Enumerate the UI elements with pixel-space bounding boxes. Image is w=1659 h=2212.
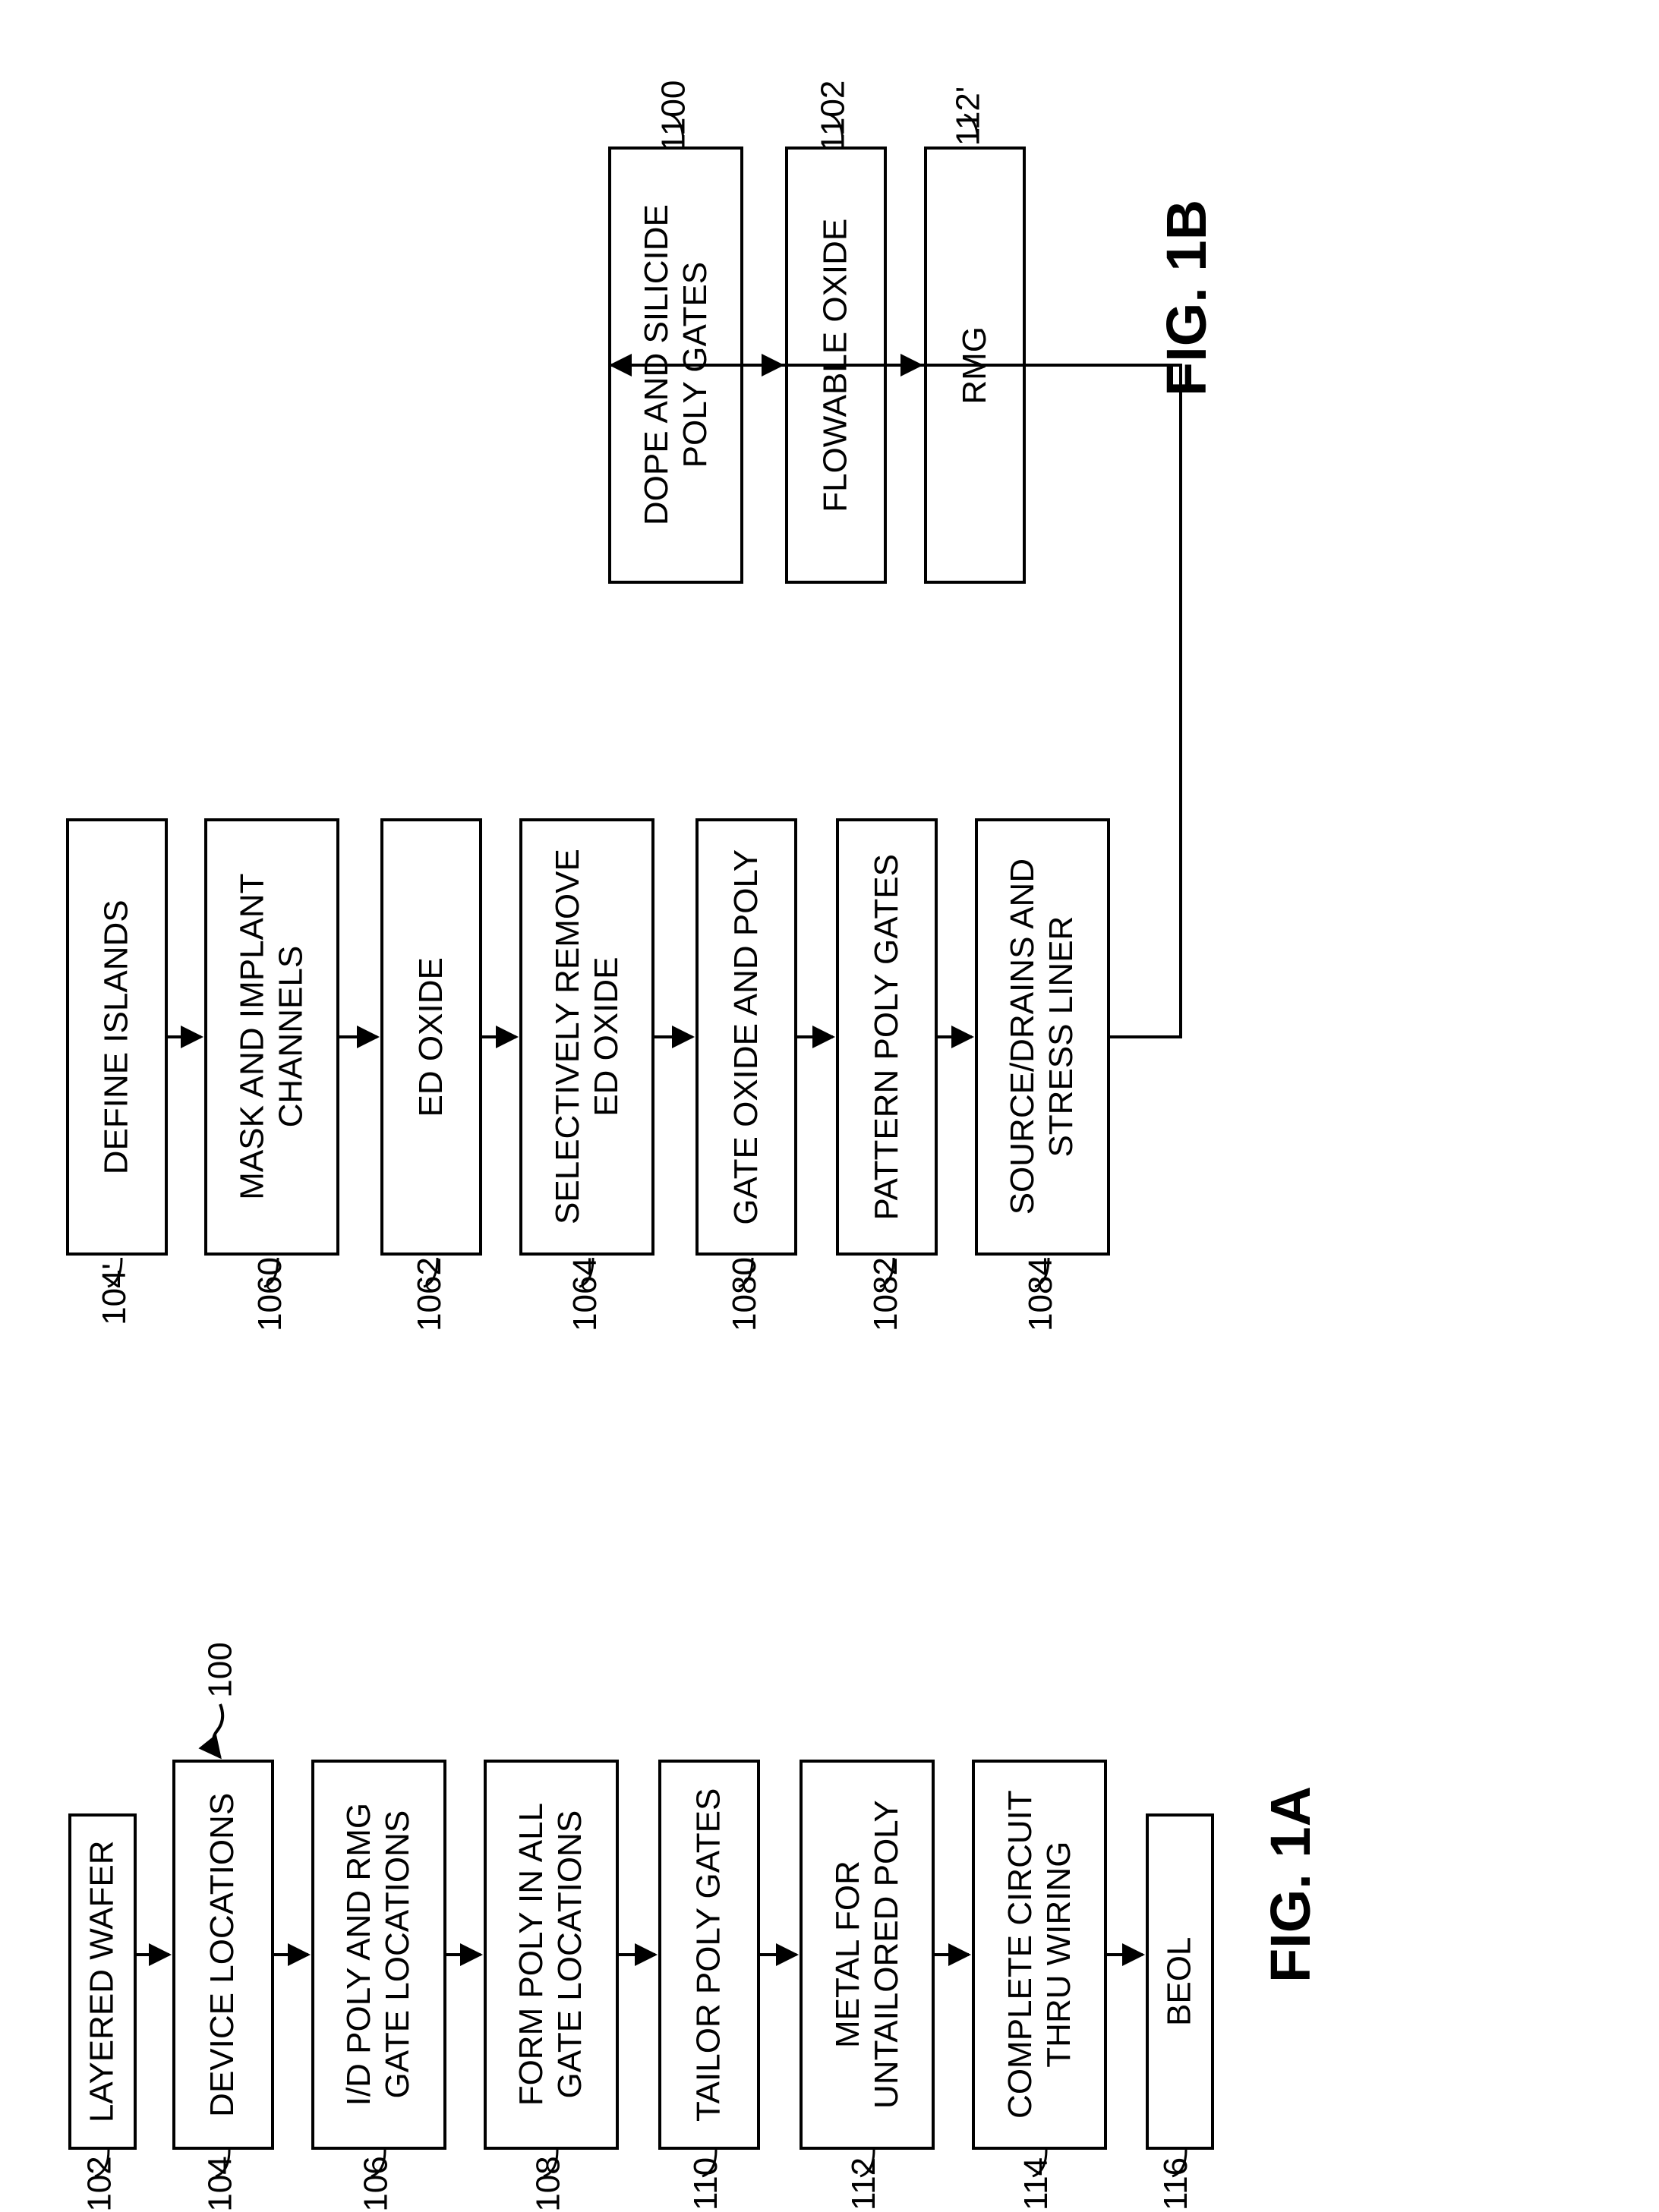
box-102: LAYERED WAFER bbox=[68, 1813, 137, 2150]
ref-106: 106 bbox=[358, 2156, 396, 2211]
box-102-text: LAYERED WAFER bbox=[84, 1841, 122, 2123]
box-108-text: FORM POLY IN ALL GATE LOCATIONS bbox=[513, 1803, 589, 2106]
ref-112p: 112' bbox=[949, 87, 987, 147]
box-1062-text: ED OXIDE bbox=[412, 957, 451, 1117]
ref-1060: 1060 bbox=[251, 1257, 289, 1331]
box-1080-text: GATE OXIDE AND POLY bbox=[727, 849, 766, 1225]
box-106: I/D POLY AND RMG GATE LOCATIONS bbox=[311, 1760, 446, 2150]
ref-1082: 1082 bbox=[867, 1257, 905, 1331]
ref-104: 104 bbox=[202, 2156, 240, 2211]
box-1062: ED OXIDE bbox=[380, 818, 482, 1256]
box-112: METAL FOR UNTAILORED POLY bbox=[800, 1760, 935, 2150]
ref-1080: 1080 bbox=[726, 1257, 764, 1331]
ref-100: 100 bbox=[202, 1642, 240, 1697]
box-104: DEVICE LOCATIONS bbox=[172, 1760, 274, 2150]
ref-114: 114 bbox=[1017, 2157, 1055, 2210]
ref-1102: 1102 bbox=[814, 80, 852, 153]
box-114: COMPLETE CIRCUIT THRU WIRING bbox=[972, 1760, 1107, 2150]
ref-1084: 1084 bbox=[1022, 1257, 1060, 1331]
ref-108: 108 bbox=[530, 2156, 568, 2211]
box-1082: PATTERN POLY GATES bbox=[836, 818, 938, 1256]
box-1100-text: DOPE AND SILICIDE POLY GATES bbox=[637, 204, 714, 525]
box-1084: SOURCE/DRAINS AND STRESS LINER bbox=[975, 818, 1110, 1256]
box-116-text: BEOL bbox=[1161, 1937, 1200, 2026]
box-1102-text: FLOWABLE OXIDE bbox=[817, 218, 856, 512]
box-112p-text: RMG bbox=[956, 326, 995, 405]
box-114-text: COMPLETE CIRCUIT THRU WIRING bbox=[1001, 1791, 1077, 2119]
box-106-text: I/D POLY AND RMG GATE LOCATIONS bbox=[340, 1803, 417, 2106]
box-104p: DEFINE ISLANDS bbox=[66, 818, 168, 1256]
ref-110: 110 bbox=[687, 2157, 725, 2210]
box-112-text: METAL FOR UNTAILORED POLY bbox=[828, 1801, 905, 2110]
ref-112: 112 bbox=[845, 2157, 883, 2210]
box-1064: SELECTIVELY REMOVE ED OXIDE bbox=[519, 818, 654, 1256]
box-1102: FLOWABLE OXIDE bbox=[785, 147, 887, 584]
ref-104p: 104' bbox=[96, 1263, 134, 1325]
box-1064-text: SELECTIVELY REMOVE ED OXIDE bbox=[548, 849, 625, 1225]
box-1060: MASK AND IMPLANT CHANNELS bbox=[204, 818, 339, 1256]
ref-1100: 1100 bbox=[654, 80, 692, 153]
ref-1062: 1062 bbox=[411, 1257, 449, 1331]
box-112p: RMG bbox=[924, 147, 1026, 584]
box-110: TAILOR POLY GATES bbox=[658, 1760, 760, 2150]
box-1060-text: MASK AND IMPLANT CHANNELS bbox=[233, 874, 310, 1200]
ref-102: 102 bbox=[81, 2156, 119, 2211]
box-104-text: DEVICE LOCATIONS bbox=[204, 1792, 243, 2116]
box-1100: DOPE AND SILICIDE POLY GATES bbox=[608, 147, 743, 584]
fig1a-label: FIG. 1A bbox=[1258, 1786, 1323, 1983]
box-1084-text: SOURCE/DRAINS AND STRESS LINER bbox=[1004, 859, 1080, 1215]
fig1b-label: FIG. 1B bbox=[1154, 200, 1219, 396]
box-116: BEOL bbox=[1146, 1813, 1214, 2150]
box-1082-text: PATTERN POLY GATES bbox=[868, 854, 907, 1220]
box-108: FORM POLY IN ALL GATE LOCATIONS bbox=[484, 1760, 619, 2150]
box-110-text: TAILOR POLY GATES bbox=[690, 1788, 729, 2121]
box-1080: GATE OXIDE AND POLY bbox=[695, 818, 797, 1256]
box-104p-text: DEFINE ISLANDS bbox=[98, 900, 137, 1174]
ref-116: 116 bbox=[1157, 2157, 1195, 2210]
ref-1064: 1064 bbox=[566, 1257, 604, 1331]
